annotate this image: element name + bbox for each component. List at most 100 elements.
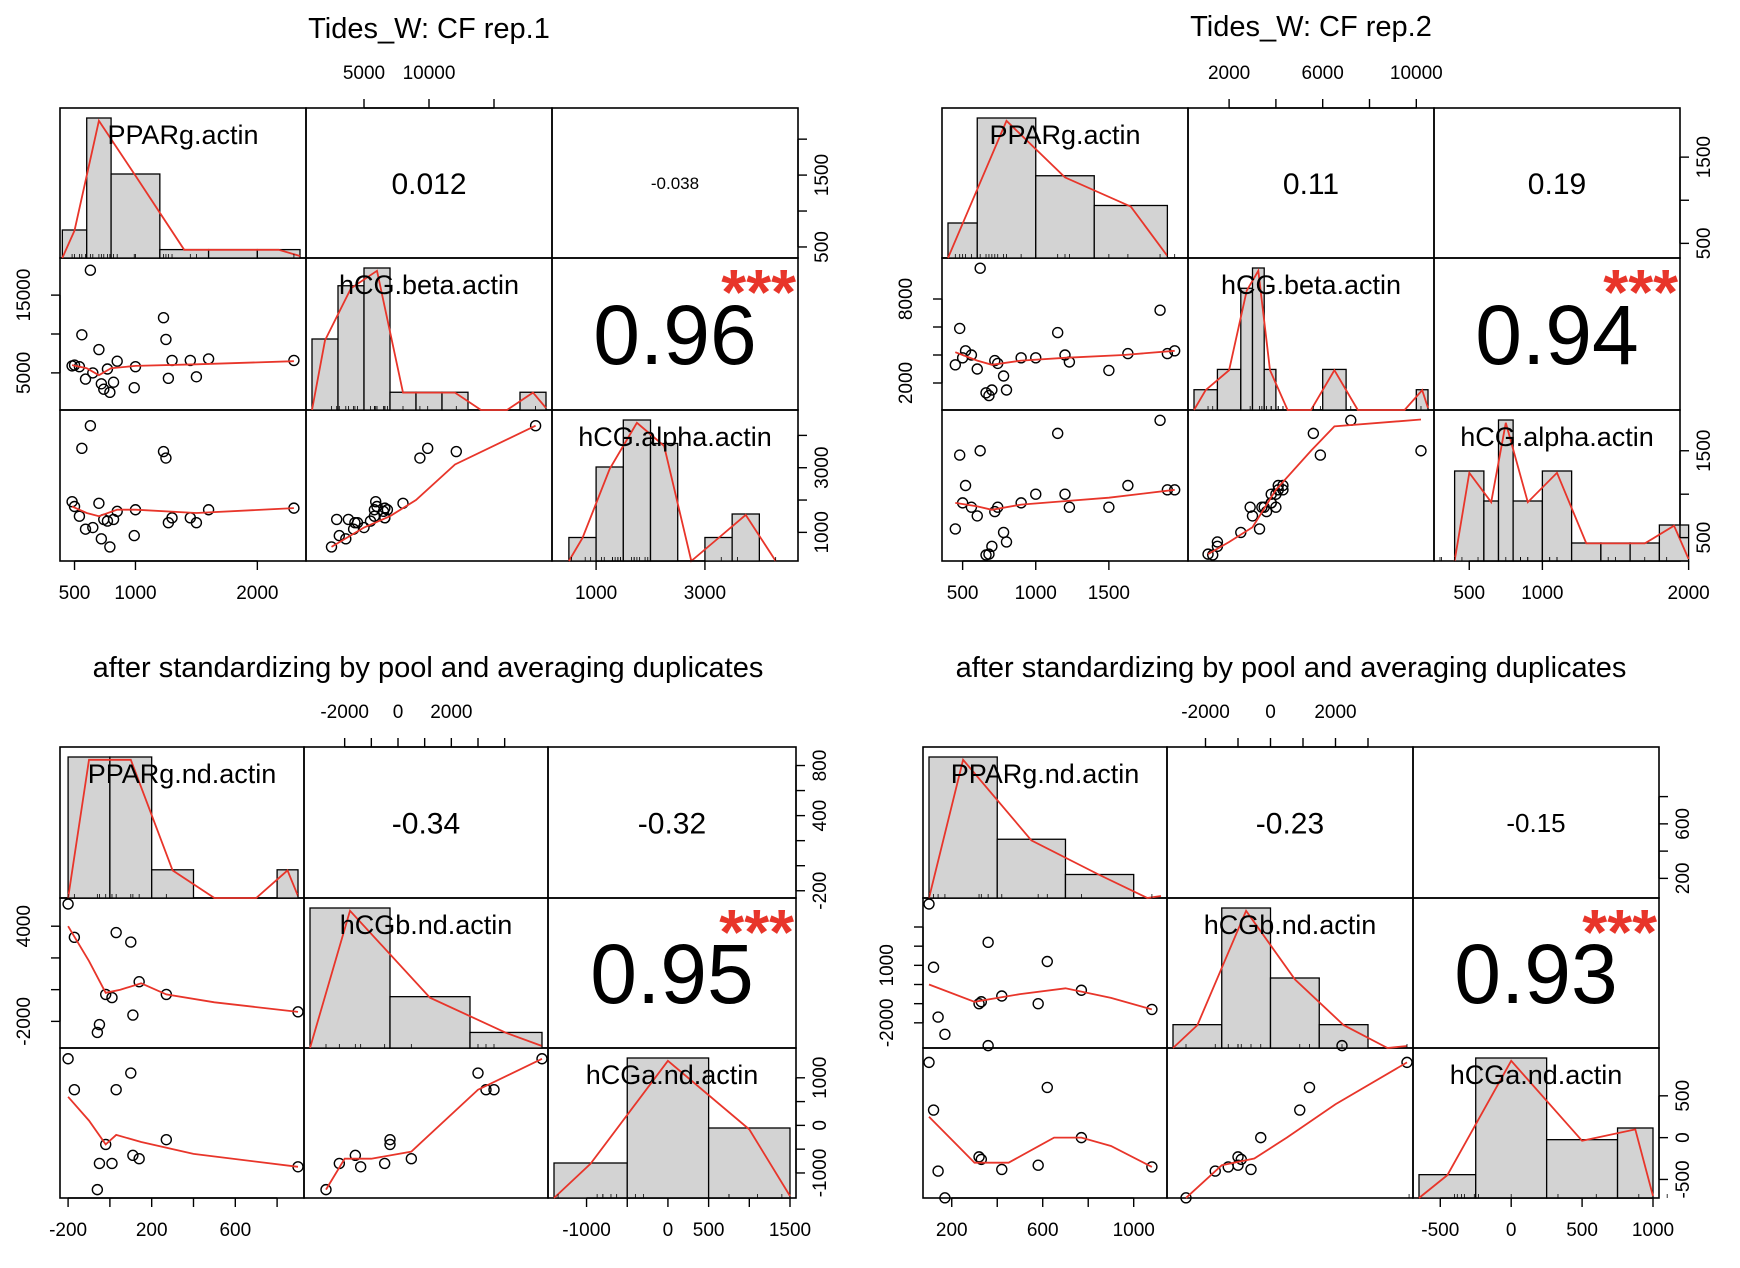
scatter-point [1294, 1104, 1306, 1116]
histogram-bar [626, 1057, 710, 1199]
histogram-bar [1035, 175, 1095, 259]
variable-label: hCGb.nd.actin [340, 910, 513, 940]
tick-label: 800 [810, 750, 831, 782]
tick-label: 6000 [1302, 63, 1344, 84]
scatter-point [133, 1152, 145, 1165]
tick-label: 4000 [14, 905, 35, 947]
scatter-point [983, 389, 995, 402]
smooth-line [67, 925, 299, 1013]
smooth-line [954, 349, 1175, 366]
scatter-point [450, 445, 462, 458]
scatter-point [1051, 427, 1064, 440]
scatter-point [1209, 1165, 1221, 1177]
scatter-point [202, 353, 215, 365]
tick-label: 10000 [403, 63, 456, 84]
correlation-value: -0.34 [392, 807, 460, 840]
histogram-bar [1263, 368, 1277, 411]
smooth-line [1207, 418, 1422, 555]
smooth-line [955, 488, 1175, 511]
tick-label: -2000 [877, 999, 898, 1048]
scatter-point [986, 384, 998, 396]
tick-label: 8000 [896, 278, 917, 320]
scatter-point [101, 363, 114, 375]
scatter-point [973, 1151, 985, 1163]
tick-label: -200 [49, 1220, 87, 1241]
scatter-point [1122, 479, 1134, 492]
tick-label: 500 [1453, 583, 1485, 604]
scatter-point [982, 1039, 994, 1052]
scatter-point [1051, 326, 1064, 339]
scatter-point [1000, 384, 1013, 396]
scatter-point [68, 500, 81, 513]
scatter-point [932, 1011, 944, 1023]
scatter-point [384, 1133, 396, 1146]
histogram-bar [996, 838, 1067, 899]
scatter-point [100, 1138, 112, 1151]
panel-cell-frame [922, 897, 1168, 1049]
scatter-point [405, 1152, 418, 1165]
density-curve [568, 421, 777, 563]
variable-label: PPARg.actin [107, 120, 258, 150]
tick-label: 600 [1027, 1220, 1059, 1241]
variable-label: PPARg.nd.actin [951, 759, 1140, 789]
histogram-bar [159, 248, 210, 259]
scatter-point [93, 343, 105, 356]
histogram-bar [1541, 470, 1573, 562]
scatter-point [190, 516, 203, 529]
tick-label: 1000 [1015, 583, 1057, 604]
scatter-point [414, 452, 426, 464]
scatter-point [927, 1104, 940, 1116]
panel-1: Tides_W: CF rep.1 PPARg.actin hCG.beta.act… [14, 13, 833, 604]
scatter-point [1211, 536, 1224, 548]
scatter-point [1401, 1056, 1413, 1069]
correlation-value: 0.94 [1475, 288, 1639, 382]
histogram-bar [1216, 368, 1242, 411]
scatter-point [1015, 352, 1027, 364]
scatter-point [128, 529, 140, 542]
scatter-point [68, 931, 81, 944]
scatter-point [1063, 501, 1076, 513]
tick-label: -1000 [562, 1220, 611, 1241]
scatter-point [1345, 414, 1357, 427]
variable-label: hCG.beta.actin [339, 270, 519, 300]
histogram-bar [67, 756, 111, 899]
scatter-point [76, 442, 88, 455]
scatter-point [110, 1083, 122, 1096]
scatter-point [127, 1009, 139, 1021]
scatter-point [202, 504, 215, 516]
histogram-bar [1616, 1127, 1654, 1199]
density-curve [311, 269, 547, 411]
tick-label: 2000 [1208, 63, 1250, 84]
scatter-point [974, 262, 986, 274]
scatter-point [370, 495, 382, 508]
panel-cell-frame [1187, 409, 1435, 562]
tick-label: 15000 [14, 269, 35, 322]
scatter-point [93, 1157, 106, 1170]
tick-label: 500 [1673, 1080, 1694, 1112]
histogram-bar [441, 391, 469, 411]
significance-stars: *** [1582, 896, 1657, 968]
histogram-bar [337, 285, 365, 411]
scatter-point [971, 363, 983, 375]
scatter-point [98, 383, 110, 395]
tick-label: 1000 [1521, 583, 1563, 604]
scatter-point [949, 523, 962, 535]
correlation-value: 0.95 [590, 927, 754, 1021]
tick-label: 2000 [896, 362, 917, 404]
density-curve [61, 118, 301, 259]
tick-label: 1000 [810, 1057, 831, 1099]
density-curve [947, 119, 1169, 259]
histogram-bar [86, 117, 112, 259]
scatter-point [1277, 484, 1289, 496]
density-curve [1172, 908, 1408, 1049]
scatter-point [93, 497, 105, 509]
scatter-point [166, 512, 178, 524]
correlation-value: 0.96 [593, 288, 757, 382]
scatter-point [93, 1018, 106, 1031]
scatter-point [1307, 427, 1320, 440]
chart-title: after standardizing by pool and averagin… [956, 652, 1627, 684]
histogram-bar [151, 869, 195, 899]
tick-label: -2000 [1181, 702, 1230, 723]
correlation-value: -0.23 [1256, 807, 1324, 840]
scatter-point [1146, 1003, 1158, 1016]
